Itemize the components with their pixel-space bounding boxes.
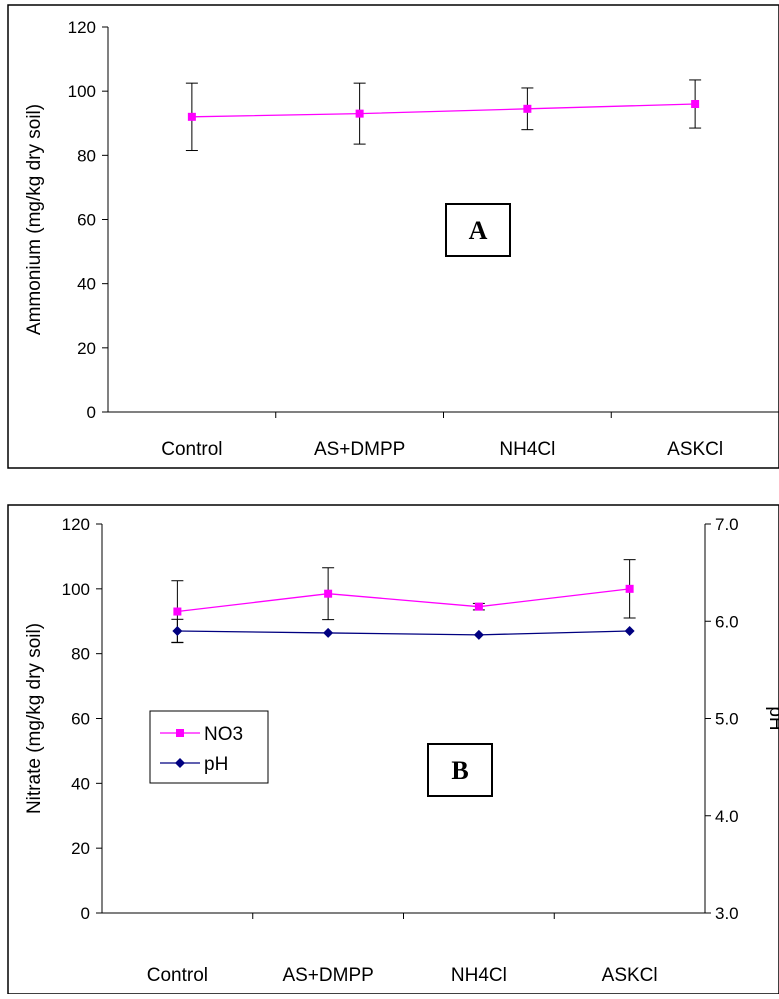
y-right-tick-label: 5.0 [715,710,739,729]
y-tick-label: 120 [68,18,96,37]
y-axis-right-title: pH [765,706,779,730]
x-category-label: ASKCl [667,439,723,460]
legend-marker [175,758,185,768]
x-category-label: ASKCl [602,965,658,986]
data-point-ph [624,625,635,636]
legend-marker [176,729,184,737]
data-point-data [355,109,364,118]
series-line-data [191,103,696,118]
panel-label: B [451,756,468,785]
y-tick-label: 120 [62,515,90,534]
panel-frame [7,504,779,995]
panel-label: A [469,216,488,245]
y-tick-label: 0 [81,904,90,923]
x-category-label: Control [161,439,222,460]
y-tick-label: 60 [77,211,96,230]
legend-label: NO3 [204,724,243,745]
y-tick-label: 100 [62,580,90,599]
y-right-tick-label: 4.0 [715,807,739,826]
x-category-label: NH4Cl [451,965,507,986]
data-point-ph [172,625,183,636]
data-point-no3 [625,584,634,593]
data-point-ph [323,627,334,638]
legend-box [149,710,269,784]
x-category-label: Control [147,965,208,986]
y-tick-label: 20 [77,339,96,358]
y-axis-title: Ammonium (mg/kg dry soil) [24,104,45,335]
y-tick-label: 0 [87,403,96,422]
y-tick-label: 40 [77,275,96,294]
panel-frame [7,4,779,469]
y-tick-label: 100 [68,82,96,101]
chart-panel-a: 0 20 40 60 80 100 120 Control AS+DMPP NH4Cl ASKCl A… [7,4,779,469]
data-point-no3 [474,602,483,611]
panel-label-box [427,743,493,797]
y-axis-title: Nitrate (mg/kg dry soil) [24,623,45,814]
x-category-label: AS+DMPP [282,965,373,986]
panel-label-box [445,203,511,257]
series-line-ph [177,630,630,636]
x-category-label: AS+DMPP [314,439,405,460]
data-point-data [523,104,532,113]
y-right-tick-label: 6.0 [715,612,739,631]
y-tick-label: 40 [71,774,90,793]
x-category-label: NH4Cl [499,439,555,460]
data-point-no3 [173,607,182,616]
series-line-no3 [177,588,630,613]
y-tick-label: 20 [71,839,90,858]
chart-panel-b: 0 20 40 60 80 100 120 Control AS+DMPP NH4Cl ASKCl 3… [7,504,779,995]
y-tick-label: 80 [77,146,96,165]
data-point-data [691,100,700,108]
y-tick-label: 80 [71,645,90,664]
legend-label: pH [204,754,228,775]
y-right-tick-label: 7.0 [715,515,739,534]
data-point-no3 [324,589,333,598]
data-point-ph [473,629,484,640]
y-right-tick-label: 3.0 [715,904,739,923]
data-point-data [187,112,196,121]
y-tick-label: 60 [71,710,90,729]
